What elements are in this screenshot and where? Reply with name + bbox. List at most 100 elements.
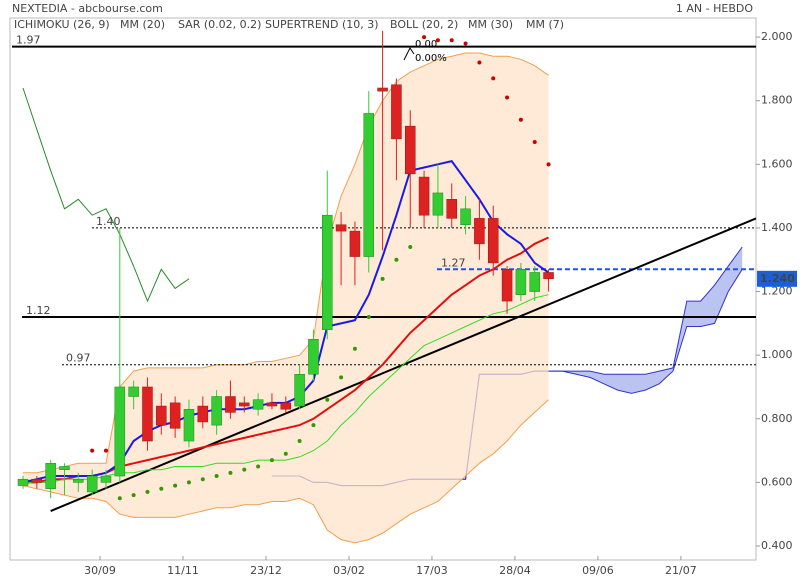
candle-body — [211, 396, 222, 426]
x-tick-label: 30/09 — [84, 564, 116, 577]
sar-dot — [131, 493, 136, 498]
sar-dot — [228, 470, 233, 475]
candle-body — [31, 478, 43, 483]
candle-body — [280, 402, 292, 410]
sar-dot — [477, 60, 482, 65]
x-tick-label: 11/11 — [167, 564, 199, 577]
sar-dot — [408, 245, 413, 250]
candle-body — [335, 224, 347, 232]
candle-body — [128, 386, 139, 397]
x-tick-label: 23/12 — [250, 564, 282, 577]
candle-body — [543, 272, 554, 280]
candle-body — [239, 402, 250, 407]
level-label: 1.40 — [96, 215, 121, 228]
chart-title: NEXTEDIA - abcbourse.com — [12, 2, 163, 15]
candle-body — [294, 373, 305, 407]
candle-body — [349, 230, 361, 257]
level-label: 1.97 — [16, 34, 41, 47]
y-tick-label: 1.600 — [761, 157, 793, 170]
candle-body — [391, 84, 402, 140]
sar-dot — [200, 477, 205, 482]
candle-body — [432, 192, 444, 216]
sar-dot — [532, 140, 537, 145]
candle-body — [460, 208, 471, 225]
x-tick-label: 03/02 — [333, 564, 365, 577]
candle-body — [377, 87, 388, 92]
sar-dot — [214, 474, 219, 479]
candle-body — [252, 399, 264, 410]
candle-body — [169, 402, 181, 429]
x-tick-label: 17/03 — [416, 564, 448, 577]
y-tick-label: 1.200 — [761, 285, 793, 298]
sar-dot — [297, 439, 302, 444]
candle-body — [73, 478, 84, 483]
x-tick-label: 09/06 — [582, 564, 614, 577]
candle-body — [418, 176, 430, 216]
candle-body — [100, 475, 112, 483]
sar-dot — [366, 314, 371, 319]
sar-dot — [159, 486, 164, 491]
candle-body — [114, 386, 126, 477]
candle-body — [86, 475, 98, 493]
plot-area — [12, 30, 756, 544]
level-label: 0.97 — [66, 352, 91, 365]
candle-body — [197, 405, 209, 423]
series-line — [22, 87, 190, 303]
y-tick-label: 0.600 — [761, 475, 793, 488]
sar-dot — [186, 480, 191, 485]
y-tick-label: 1.400 — [761, 221, 793, 234]
sar-dot — [518, 117, 523, 122]
band-fill — [23, 53, 549, 543]
candle-body — [266, 402, 278, 407]
x-tick-label: 28/04 — [499, 564, 531, 577]
legend-entry: SAR (0.02, 0.2) — [178, 18, 261, 31]
y-tick-label: 0.400 — [761, 539, 793, 552]
sar-dot — [394, 257, 399, 262]
sar-dot — [380, 276, 385, 281]
candle-body — [515, 269, 527, 295]
candle-body — [45, 463, 56, 490]
y-tick-label: 1.000 — [761, 348, 793, 361]
candle-body — [17, 478, 29, 486]
sar-dot — [269, 458, 274, 463]
sar-dot — [103, 448, 108, 453]
annotation: 0.00 — [415, 39, 437, 50]
sar-dot — [422, 35, 427, 40]
legend-entry: MM (30) — [468, 18, 513, 31]
series-line — [23, 294, 549, 483]
level-label: 1.27 — [441, 256, 466, 269]
sar-dot — [435, 38, 440, 43]
annotation: 0.00% — [415, 53, 447, 64]
period-label: 1 AN - HEBDO — [676, 2, 753, 15]
legend-entry: BOLL (20, 2) — [390, 18, 458, 31]
sar-dot — [505, 95, 510, 100]
sar-dot — [256, 464, 261, 469]
sar-dot — [117, 496, 122, 501]
legend-entry: SUPERTREND (10, 3) — [265, 18, 379, 31]
sar-dot — [546, 162, 551, 167]
y-tick-label: 0.800 — [761, 412, 793, 425]
candle-body — [322, 214, 333, 330]
candle-body — [404, 125, 416, 175]
candle-body — [183, 408, 195, 442]
last-price-box — [757, 270, 797, 287]
candle-body — [363, 113, 375, 257]
candle-body — [501, 269, 513, 302]
annotation-arrow — [403, 47, 415, 61]
sar-dot — [325, 397, 330, 402]
legend: ICHIMOKU (26, 9) MM (20) SAR (0.02, 0.2) SU… — [14, 18, 564, 31]
legend-entry: ICHIMOKU (26, 9) — [14, 18, 110, 31]
sar-dot — [283, 451, 288, 456]
sar-dot — [491, 76, 496, 81]
sar-dot — [145, 489, 150, 494]
candle-body — [142, 386, 153, 442]
sar-dot — [311, 423, 316, 428]
band-line — [22, 399, 549, 544]
candle-body — [156, 405, 167, 426]
candle-body — [308, 339, 319, 375]
sar-dot — [352, 346, 357, 351]
last-price-label: 1.240 — [760, 272, 795, 285]
sar-dot — [463, 41, 468, 46]
sar-dot — [90, 448, 95, 453]
